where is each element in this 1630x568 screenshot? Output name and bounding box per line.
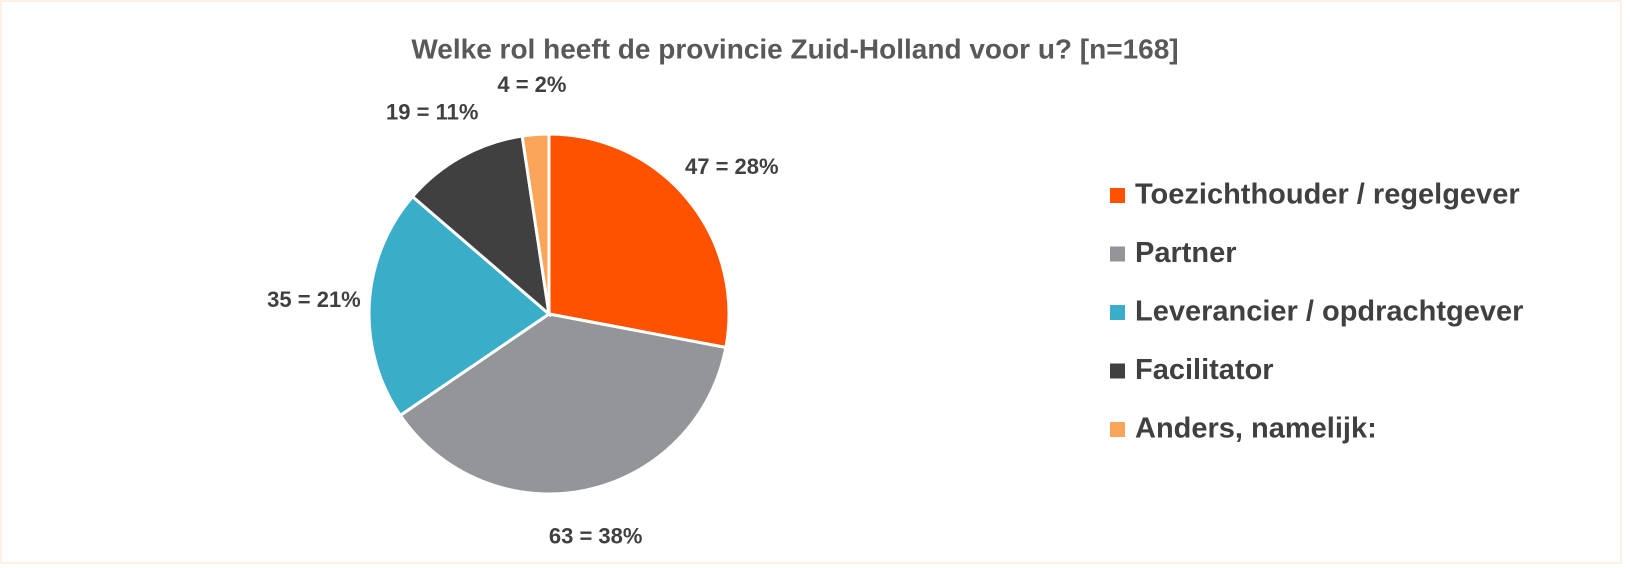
- pie-slice: [547, 132, 731, 350]
- data-label: 4 = 2%: [497, 72, 566, 97]
- legend-label: Anders, namelijk:: [1135, 413, 1377, 445]
- legend-swatch: [1110, 246, 1125, 262]
- legend-swatch: [1110, 363, 1125, 379]
- data-label: 63 = 38%: [549, 524, 643, 549]
- legend-swatch: [1110, 188, 1125, 203]
- legend-swatch: [1110, 305, 1125, 320]
- pie-slice: [367, 194, 552, 418]
- pie-slice: [410, 134, 552, 318]
- chart-title: Welke rol heeft de provincie Zuid-Hollan…: [411, 33, 1178, 64]
- legend-label: Facilitator: [1135, 354, 1274, 386]
- legend-label: Partner: [1135, 237, 1237, 269]
- legend-label: Leverancier / opdrachtgever: [1135, 296, 1523, 328]
- data-label: 35 = 21%: [267, 287, 361, 312]
- pie-slice: [520, 132, 551, 315]
- legend-label: Toezichthouder / regelgever: [1135, 179, 1520, 211]
- pie-slice: [398, 312, 728, 496]
- data-label: 19 = 11%: [386, 100, 478, 125]
- data-label: 47 = 28%: [685, 154, 779, 179]
- legend-swatch: [1110, 422, 1125, 437]
